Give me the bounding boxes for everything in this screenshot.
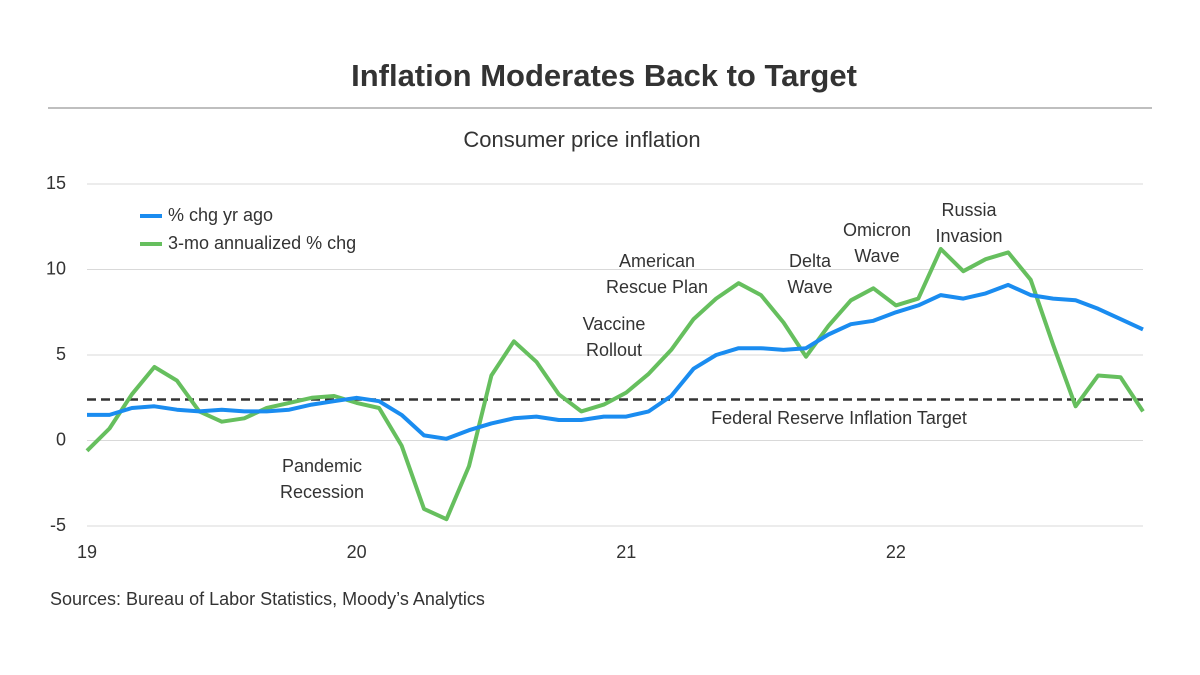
y-tick-label: 10: [46, 258, 66, 278]
x-tick-label: 20: [347, 542, 367, 562]
source-note: Sources: Bureau of Labor Statistics, Moo…: [50, 589, 485, 609]
legend-label: 3-mo annualized % chg: [168, 233, 356, 253]
annotation: Recession: [280, 482, 364, 502]
annotation: Russia: [941, 200, 997, 220]
y-tick-label: 0: [56, 429, 66, 449]
x-tick-label: 22: [886, 542, 906, 562]
chart-title: Inflation Moderates Back to Target: [351, 58, 857, 93]
x-tick-label: 21: [616, 542, 636, 562]
annotation: Delta: [789, 251, 832, 271]
y-tick-label: 5: [56, 344, 66, 364]
annotation: Rollout: [586, 340, 642, 360]
annotation: Wave: [787, 277, 832, 297]
annotation: Vaccine: [583, 314, 646, 334]
legend-label: % chg yr ago: [168, 205, 273, 225]
series-line: [87, 282, 1144, 441]
annotation: Pandemic: [282, 456, 362, 476]
annotation: American: [619, 251, 695, 271]
annotation: Invasion: [935, 226, 1002, 246]
x-tick-label: 19: [77, 542, 97, 562]
annotation: Omicron: [843, 220, 911, 240]
y-tick-label: 15: [46, 173, 66, 193]
target-label: Federal Reserve Inflation Target: [711, 408, 967, 428]
annotation: Rescue Plan: [606, 277, 708, 297]
chart-subtitle: Consumer price inflation: [463, 127, 700, 152]
annotation: Wave: [854, 246, 899, 266]
y-tick-label: -5: [50, 515, 66, 535]
